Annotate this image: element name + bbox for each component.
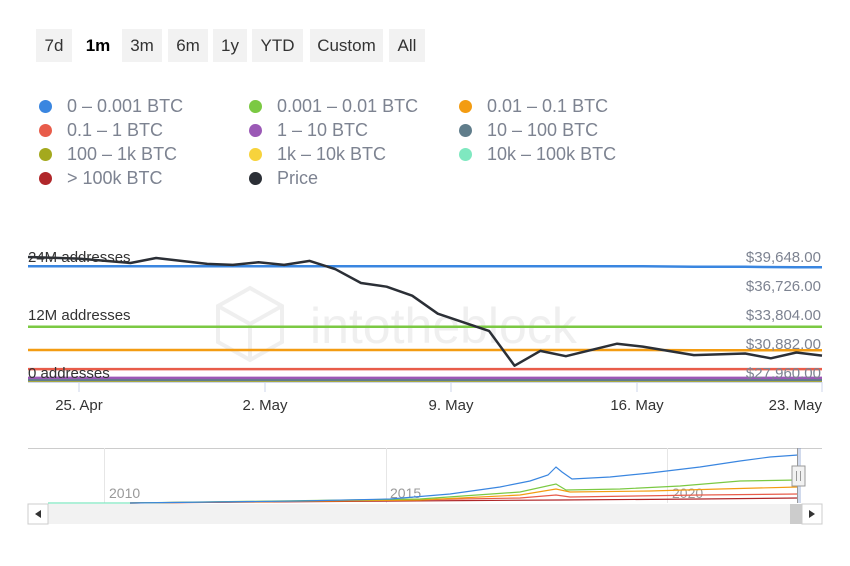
- left-axis-tick-label: 0 addresses: [28, 365, 110, 382]
- range-custom-button[interactable]: Custom: [310, 29, 383, 62]
- scrollbar-left-button[interactable]: [27, 503, 49, 525]
- legend-label: 1 – 10 BTC: [277, 119, 369, 140]
- watermark-logo-icon: [216, 285, 284, 363]
- legend-item-0.1-1-btc[interactable]: 0.1 – 1 BTC: [39, 119, 163, 141]
- range-7d-button[interactable]: 7d: [36, 29, 72, 62]
- x-axis-tick-label: 16. May: [610, 397, 664, 414]
- navigator-year-label: 2010: [109, 485, 140, 501]
- range-3m-button[interactable]: 3m: [122, 29, 162, 62]
- legend-item-0.01-0.1-btc[interactable]: 0.01 – 0.1 BTC: [459, 95, 608, 117]
- x-axis-tick-label: 23. May: [769, 397, 823, 414]
- legend-dot: [39, 171, 52, 185]
- grip-icon: [796, 471, 801, 481]
- navigator-series-line: [129, 454, 799, 504]
- series-line-0: [28, 265, 822, 269]
- right-axis-tick-label: $30,882.00: [746, 336, 821, 353]
- legend-item-0.001-0.01-btc[interactable]: 0.001 – 0.01 BTC: [249, 95, 418, 117]
- range-all-button[interactable]: All: [389, 29, 425, 62]
- legend-item-100k-plus-btc[interactable]: > 100k BTC: [39, 167, 163, 189]
- legend-dot: [249, 147, 262, 161]
- navigator[interactable]: 2010 2015 2020: [28, 448, 822, 504]
- left-axis: 24M addresses 12M addresses 0 addresses: [28, 249, 131, 382]
- navigator-year-label: 2020: [672, 485, 703, 501]
- legend-label: 100 – 1k BTC: [67, 143, 178, 164]
- x-axis-tick-label: 25. Apr: [55, 397, 103, 414]
- navigator-background: [28, 448, 822, 503]
- triangle-left-icon: [35, 510, 41, 518]
- legend-dot: [249, 99, 262, 113]
- legend-item-10-100-btc[interactable]: 10 – 100 BTC: [459, 119, 598, 141]
- legend-label: 0.001 – 0.01 BTC: [277, 95, 419, 116]
- chart-legend: 0 – 0.001 BTC 0.001 – 0.01 BTC 0.01 – 0.…: [0, 0, 850, 200]
- range-1m-button[interactable]: 1m: [80, 29, 116, 62]
- legend-label: > 100k BTC: [67, 167, 163, 188]
- scrollbar-right-button[interactable]: [801, 503, 823, 525]
- legend-item-price[interactable]: Price: [249, 167, 318, 189]
- legend-label: 0.01 – 0.1 BTC: [487, 95, 609, 116]
- legend-label: 0.1 – 1 BTC: [67, 119, 164, 140]
- left-axis-tick-label: 12M addresses: [28, 307, 131, 324]
- scrollbar-thumb[interactable]: [790, 504, 802, 524]
- legend-label: 10k – 100k BTC: [487, 143, 617, 164]
- legend-dot: [459, 147, 472, 161]
- scrollbar-track[interactable]: [28, 504, 822, 524]
- legend-dot: [249, 171, 262, 185]
- left-axis-tick-label: 24M addresses: [28, 249, 131, 266]
- legend-dot: [459, 123, 472, 137]
- legend-dot: [39, 123, 52, 137]
- navigator-handle[interactable]: [791, 465, 806, 487]
- triangle-right-icon: [809, 510, 815, 518]
- right-axis: $39,648.00 $36,726.00 $33,804.00 $30,882…: [746, 249, 821, 382]
- range-ytd-button[interactable]: YTD: [252, 29, 303, 62]
- legend-item-1-10-btc[interactable]: 1 – 10 BTC: [249, 119, 368, 141]
- legend-label: 1k – 10k BTC: [277, 143, 387, 164]
- legend-label: Price: [277, 167, 319, 188]
- right-axis-tick-label: $39,648.00: [746, 249, 821, 266]
- legend-item-1k-10k-btc[interactable]: 1k – 10k BTC: [249, 143, 386, 165]
- legend-dot: [39, 99, 52, 113]
- range-1y-button[interactable]: 1y: [213, 29, 247, 62]
- main-plot: [27, 255, 823, 383]
- x-axis: 25. Apr 2. May 9. May 16. May 23. May: [28, 382, 823, 414]
- legend-label: 10 – 100 BTC: [487, 119, 599, 140]
- price-line: [27, 255, 823, 367]
- right-axis-tick-label: $27,960.00: [746, 365, 821, 382]
- scrollbar[interactable]: [27, 503, 823, 525]
- legend-dot: [249, 123, 262, 137]
- range-6m-button[interactable]: 6m: [168, 29, 208, 62]
- legend-label: 0 – 0.001 BTC: [67, 95, 184, 116]
- right-axis-tick-label: $33,804.00: [746, 307, 821, 324]
- navigator-series-line: [129, 479, 799, 504]
- x-axis-tick-label: 9. May: [428, 397, 474, 414]
- x-axis-tick-label: 2. May: [242, 397, 288, 414]
- legend-item-0-0.001-btc[interactable]: 0 – 0.001 BTC: [39, 95, 183, 117]
- legend-item-100-1k-btc[interactable]: 100 – 1k BTC: [39, 143, 177, 165]
- navigator-series-line: [129, 486, 799, 504]
- right-axis-tick-label: $36,726.00: [746, 278, 821, 295]
- legend-dot: [39, 147, 52, 161]
- legend-item-10k-100k-btc[interactable]: 10k – 100k BTC: [459, 143, 616, 165]
- legend-dot: [459, 99, 472, 113]
